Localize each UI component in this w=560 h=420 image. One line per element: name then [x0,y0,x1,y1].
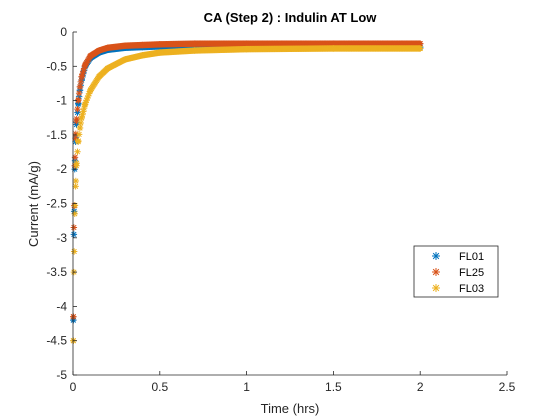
x-tick-label: 0 [70,380,77,394]
data-point [121,42,129,49]
legend-label: FL25 [459,267,484,279]
data-layer [70,40,424,344]
data-point [243,45,250,53]
series-fl25 [70,40,424,320]
data-point [74,148,81,155]
data-point [76,124,84,132]
y-tick-label: -4.5 [46,334,67,348]
data-point [139,52,146,59]
data-point [77,119,84,127]
data-point [121,56,129,63]
data-point [81,61,89,69]
data-point [75,138,82,145]
chart-title: CA (Step 2) : Indulin AT Low [204,10,378,25]
x-axis-label: Time (hrs) [261,401,320,416]
y-tick-label: -2 [56,162,67,176]
data-point [87,52,94,60]
x-tick-label: 0.5 [151,380,168,394]
data-point [104,65,111,72]
data-point [70,231,78,238]
data-point [72,183,79,190]
data-point [73,162,80,169]
data-point [191,47,198,54]
legend-label: FL03 [459,283,484,295]
y-tick-label: -5 [56,368,67,382]
y-tick-label: -1 [56,94,67,108]
data-point [87,87,94,94]
data-point [70,248,78,255]
data-point [139,41,146,49]
data-point [70,224,78,231]
data-point [71,210,78,217]
x-tick-label: 2 [417,380,424,394]
data-point [104,44,111,51]
data-point [95,73,103,80]
y-tick-label: -1.5 [46,128,67,142]
data-point [243,40,250,47]
y-tick-label: -3.5 [46,265,67,279]
y-tick-label: -0.5 [46,59,67,73]
data-point [417,45,424,52]
data-point [77,78,84,86]
legend-marker [432,252,440,260]
y-axis-label: Current (mA/g) [26,161,41,247]
legend-label: FL01 [459,251,484,263]
y-tick-label: -4 [56,299,67,313]
data-point [75,90,83,97]
series-fl03 [70,45,424,344]
y-tick-label: 0 [60,25,67,39]
data-point [81,100,89,108]
data-point [95,47,103,54]
data-point [156,49,163,56]
x-tick-label: 2.5 [499,380,516,394]
y-tick-label: -3 [56,231,67,245]
data-point [78,114,85,121]
data-point [417,40,424,47]
data-point [78,73,85,80]
plot-area [73,32,507,375]
data-point [72,177,80,185]
legend: FL01 FL25 FL03 [413,245,499,298]
data-point [156,41,163,48]
y-tick-label: -2.5 [46,197,67,211]
data-point [74,105,81,113]
legend-marker [432,284,440,292]
data-point [75,131,83,138]
data-point [76,83,84,91]
legend-box [413,245,499,298]
x-tick-label: 1.5 [325,380,342,394]
axes-layer: 0 0.5 1 1.5 2 2.5 0 -0.5 -1 -1.5 -2 -2.5 -3 -3.5 -4 -4.… [46,25,515,394]
x-tick-label: 1 [243,380,250,394]
data-point [330,45,337,52]
legend-marker [432,268,440,276]
data-point [330,40,337,47]
data-point [191,40,198,47]
